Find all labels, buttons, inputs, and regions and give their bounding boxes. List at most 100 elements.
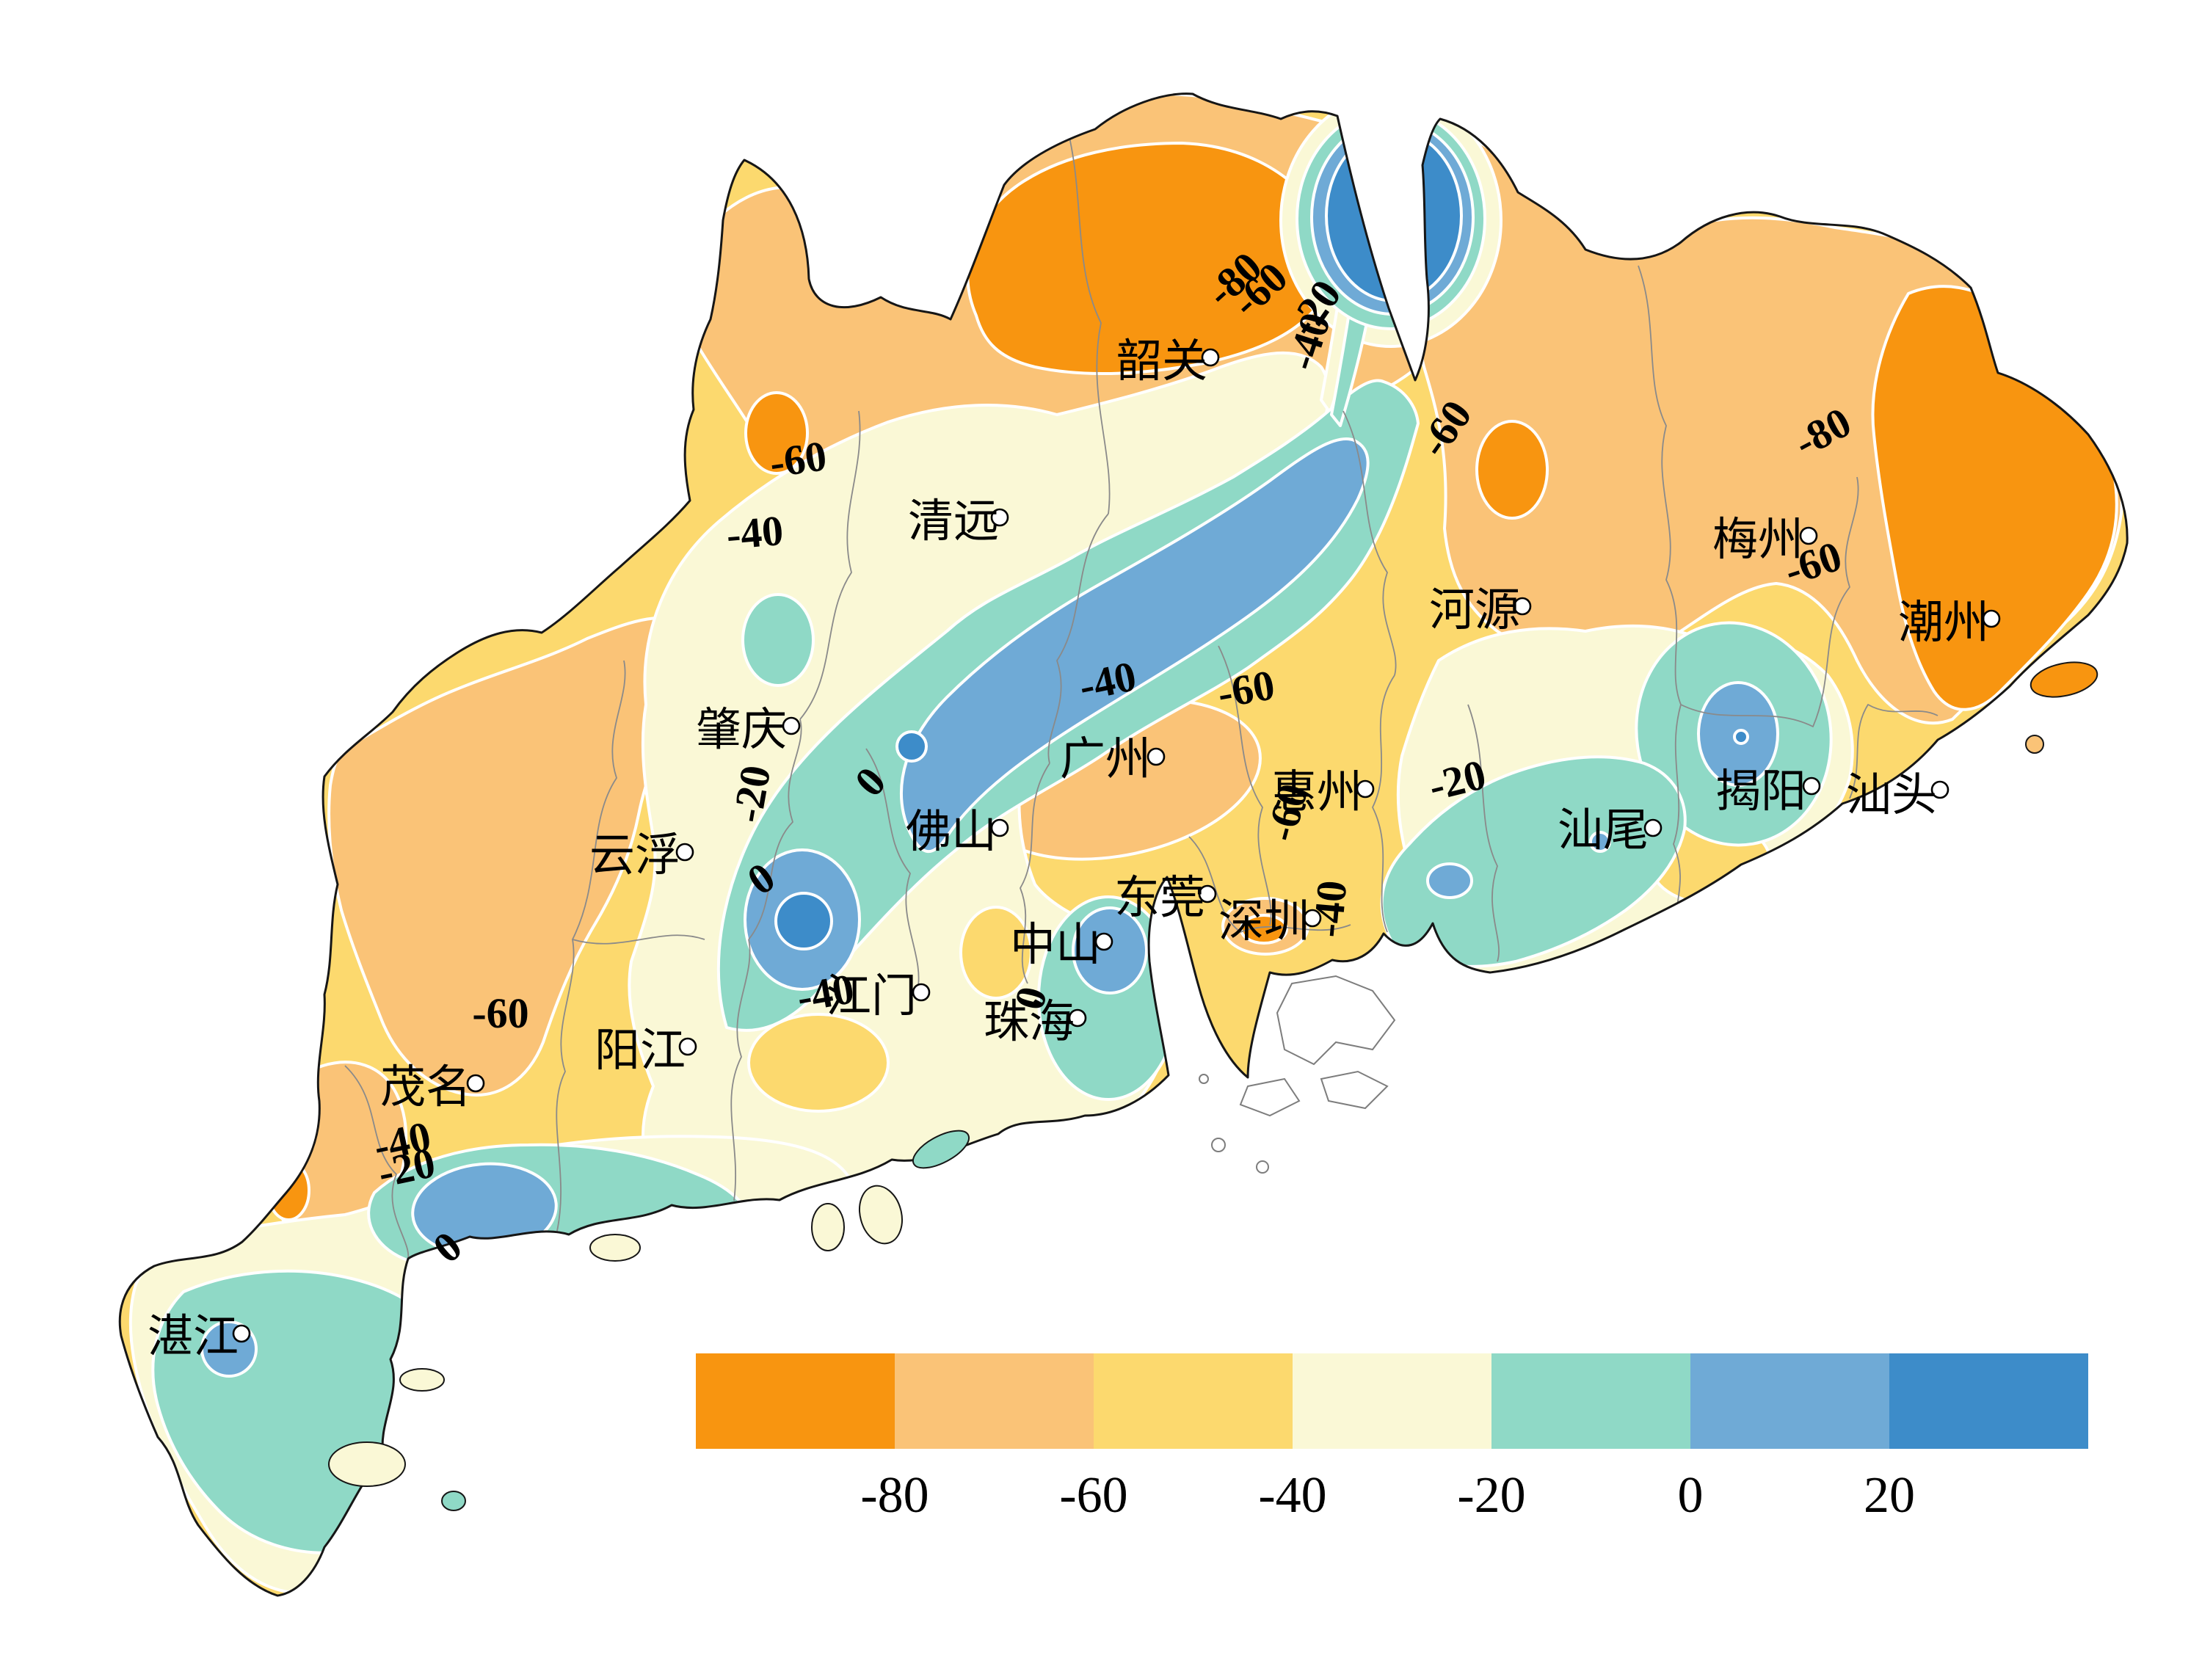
- city-label: 中山: [1010, 920, 1101, 970]
- city-dongguan: 东莞: [1114, 873, 1217, 923]
- contour-label: -40: [1075, 652, 1140, 710]
- city-marker-icon: [990, 818, 1009, 837]
- city-label: 珠海: [984, 997, 1075, 1047]
- city-shantou: 汕头: [1846, 771, 1950, 821]
- city-marker-icon: [1799, 526, 1818, 545]
- contour-label: -60: [1214, 661, 1278, 717]
- legend-color-swatch: [1889, 1353, 2088, 1449]
- contour-label: -40: [369, 1112, 435, 1171]
- contour-label: -20: [374, 1138, 439, 1197]
- islet-wanshan-1: [1211, 1138, 1226, 1152]
- level-blue-shanwei-dot: [1589, 831, 1611, 853]
- city-marker-icon: [1068, 1008, 1087, 1028]
- city-qingyuan: 清远: [908, 497, 1009, 547]
- level-teal-shanwei: [1380, 755, 1687, 968]
- city-marker-icon: [1643, 818, 1663, 837]
- legend-tick-label: -60: [1059, 1467, 1127, 1524]
- city-guangzhou: 广州: [1060, 735, 1166, 785]
- city-label: 汕尾: [1558, 806, 1649, 856]
- city-marker-icon: [990, 508, 1009, 527]
- city-marker-icon: [1201, 348, 1220, 367]
- city-maoming: 茂名: [380, 1063, 485, 1113]
- legend-color-swatch: [1690, 1353, 1889, 1449]
- legend-color-swatch: [1293, 1353, 1491, 1449]
- city-shaoguan: 韶关: [1116, 337, 1220, 387]
- legend-tick-label: -20: [1457, 1467, 1525, 1524]
- island-teal-strip: [912, 1130, 970, 1169]
- city-marker-icon: [232, 1324, 251, 1343]
- contour-label: -60: [472, 989, 528, 1037]
- city-marker-icon: [1356, 779, 1375, 799]
- legend-color-swatch: [1491, 1353, 1690, 1449]
- city-marker-icon: [1930, 780, 1950, 799]
- city-jieyang: 揭阳: [1715, 767, 1821, 817]
- city-marker-icon: [675, 843, 694, 862]
- city-label: 韶关: [1116, 337, 1207, 387]
- level-blue-zhongshan-core: [1072, 906, 1148, 994]
- island-donghai: [328, 1441, 406, 1487]
- city-jiangmen: 江门: [826, 972, 931, 1022]
- legend-tick-label: 20: [1864, 1467, 1915, 1524]
- city-label: 云浮: [589, 831, 680, 881]
- city-marker-icon: [1513, 597, 1532, 616]
- hongkong-outline: [1239, 975, 1396, 1117]
- city-label: 湛江: [148, 1312, 239, 1362]
- island-xiachuan: [811, 1203, 845, 1251]
- legend-tick-label: 0: [1678, 1467, 1704, 1524]
- city-label: 揭阳: [1715, 767, 1806, 817]
- province-outline: [118, 92, 2129, 1597]
- island-nansan: [399, 1368, 445, 1392]
- level-strongblue-core-1: [774, 892, 833, 950]
- city-marker-icon: [1982, 609, 2001, 628]
- city-marker-icon: [678, 1037, 697, 1056]
- level-teal-zhaoqing-dot: [741, 593, 815, 687]
- city-heyuan: 河源: [1429, 586, 1532, 636]
- city-layer: 韶关 清远 肇庆 河源 梅州 潮州 汕头 揭阳 汕尾 惠州 广州 东莞 深圳 中…: [148, 337, 2001, 1362]
- legend-tick-label: -40: [1258, 1467, 1326, 1524]
- island-nanao: [2030, 661, 2099, 698]
- level-blue-daya-dot: [1426, 862, 1473, 899]
- level-darkorange-shenzhen-dot: [1240, 914, 1288, 945]
- legend-tick-label: -80: [860, 1467, 929, 1524]
- level-teal-dot-1: [448, 1342, 469, 1363]
- level-blue-main-band: [900, 437, 1370, 853]
- city-marker-icon: [912, 983, 931, 1002]
- city-zhuhai: 珠海: [984, 997, 1087, 1047]
- city-label: 河源: [1429, 586, 1520, 636]
- contour-label: -40: [1304, 879, 1356, 939]
- city-label: 潮州: [1898, 598, 1989, 648]
- level-teal-dot-2: [655, 1281, 673, 1299]
- legend: -80 -60 -40 -20 0 20: [696, 1353, 2088, 1524]
- city-marker-icon: [782, 716, 801, 735]
- level-darkorange-heyuan-dot: [1475, 420, 1549, 520]
- city-shenzhen: 深圳: [1218, 897, 1322, 947]
- islet-lingding: [1199, 1074, 1209, 1084]
- island-small-east: [2025, 735, 2044, 754]
- legend-color-swatch: [1094, 1353, 1293, 1449]
- city-label: 阳江: [595, 1026, 686, 1076]
- city-label: 深圳: [1218, 897, 1309, 947]
- city-zhaoqing: 肇庆: [696, 705, 801, 755]
- city-meizhou: 梅州: [1712, 515, 1818, 565]
- city-label: 清远: [908, 497, 999, 547]
- level-lightorange-west: [327, 616, 705, 1097]
- city-label: 茂名: [380, 1063, 471, 1113]
- legend-color-swatch: [696, 1353, 895, 1449]
- island-naozhou: [441, 1491, 466, 1511]
- contour-label: -40: [724, 506, 785, 559]
- islet-wanshan-2: [1256, 1160, 1269, 1174]
- level-strongblue-core-2: [895, 730, 928, 763]
- city-marker-icon: [1147, 747, 1166, 766]
- city-label: 广州: [1060, 735, 1151, 785]
- city-label: 汕头: [1846, 771, 1937, 821]
- level-darkorange-nw-dot: [744, 391, 809, 475]
- city-label: 肇庆: [696, 705, 787, 755]
- city-chaozhou: 潮州: [1898, 598, 2001, 648]
- contour-label: -20: [723, 762, 780, 826]
- city-label: 东莞: [1114, 873, 1205, 923]
- city-label: 惠州: [1271, 768, 1362, 818]
- city-zhanjiang: 湛江: [148, 1312, 251, 1362]
- level-yellow-pocket-jiangmen: [747, 1013, 890, 1113]
